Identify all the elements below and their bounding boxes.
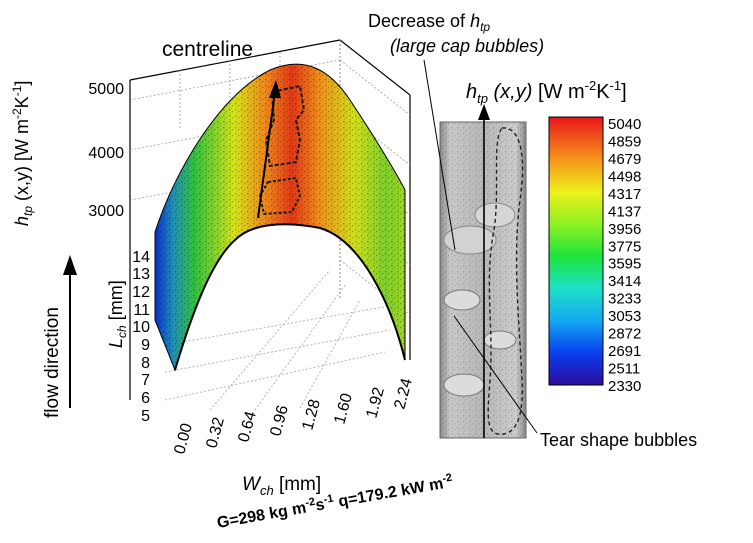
wch-tick-2: 0.64 [235,409,260,444]
z-tick-4000: 4000 [88,145,124,162]
back-wall-top-edge [129,39,341,81]
lch-tick-10: 10 [132,319,150,336]
svg-text:htp (x,y) [W m-2K-1]: htp (x,y) [W m-2K-1] [10,81,35,226]
tear-bubble-leader [453,315,538,434]
colorbar-tick-label: 3414 [608,273,641,290]
cap-bubble [443,289,481,311]
lch-tick-14: 14 [132,249,150,266]
colorbar-tick-label: 2330 [608,378,641,395]
lch-tick-12: 12 [132,284,150,301]
colorbar-tick-label: 3775 [608,238,641,255]
decrease-htp-annotation: Decrease of htp (large cap bubbles) [368,11,544,56]
lch-axis-label: Lch [mm] [106,280,129,348]
lch-tick-13: 13 [132,266,150,283]
colorbar-title: htp (x,y) [W m-2K-1] [466,78,627,106]
wch-ticks: 0.00 0.32 0.64 0.96 1.28 1.60 1.92 2.24 [171,376,416,456]
svg-text:Wch [mm]: Wch [mm] [242,474,321,498]
svg-text:htp (x,y) [W m-2K-1]: htp (x,y) [W m-2K-1] [466,78,627,106]
tear-bubble-outline [487,127,524,435]
colorbar-bar [548,116,604,386]
lch-ticks: 14 13 12 11 10 9 8 7 6 5 [132,249,150,425]
right-wall-top-edge [339,39,411,96]
colorbar-tick-label: 3956 [608,221,641,238]
colorbar-tick-label: 5040 [608,116,641,133]
surface-leading-edge [174,223,406,371]
lch-tick-11: 11 [133,302,150,319]
cap-bubble [483,330,517,350]
lch-tick-9: 9 [141,337,150,354]
cap-bubble-leader [423,59,456,251]
floor-grid [164,269,396,411]
flow-direction-label: flow direction [42,307,63,418]
colorbar-tick-label: 3233 [608,291,641,308]
wch-axis-label: Wch [mm] [242,474,321,498]
z-ticks: 5000 4000 3000 [88,81,124,220]
lch-tick-6: 6 [141,390,150,407]
annotation-leaders [423,59,538,434]
wch-tick-5: 1.60 [331,391,356,426]
svg-text:Decrease of htp: Decrease of htp [368,11,490,34]
lch-tick-7: 7 [141,372,150,389]
wch-tick-4: 1.28 [299,397,324,432]
colorbar-tick-label: 2691 [608,343,641,360]
wch-tick-7: 2.24 [391,376,416,411]
lch-tick-5: 5 [141,408,150,425]
z-tick-5000: 5000 [88,81,124,98]
wch-tick-3: 0.96 [267,403,292,438]
channel-image [439,104,527,439]
z-axis-label: htp (x,y) [W m-2K-1] [10,81,35,226]
wch-tick-0: 0.00 [171,421,196,456]
large-cap-bubbles-label: (large cap bubbles) [390,36,544,56]
lch-tick-8: 8 [141,355,150,372]
colorbar-tick-label: 2872 [608,326,641,343]
cap-bubble [443,225,497,255]
surface-texture-overlay [155,64,405,371]
centreline-label: centreline [162,38,253,61]
wch-tick-1: 0.32 [203,415,228,450]
wch-tick-6: 1.92 [363,385,388,420]
colorbar-ticks: 5040485946794498431741373956377535953414… [608,116,641,395]
tear-shape-bubbles-label: Tear shape bubbles [540,430,697,450]
colorbar-tick-label: 3053 [608,308,641,325]
colorbar-tick-label: 4498 [608,168,641,185]
colorbar-tick-label: 4137 [608,203,641,220]
svg-text:Lch [mm]: Lch [mm] [106,280,129,348]
colorbar: 5040485946794498431741373956377535953414… [548,116,641,395]
z-tick-3000: 3000 [88,203,124,220]
flow-direction-arrow [63,255,77,408]
colorbar-tick-label: 2511 [608,361,640,378]
htp-surface [154,63,406,372]
colorbar-tick-label: 4317 [608,186,641,203]
cap-bubble [443,373,485,397]
centreline-arrow [257,80,281,219]
colorbar-tick-label: 3595 [608,256,641,273]
colorbar-tick-label: 4679 [608,151,641,168]
colorbar-tick-label: 4859 [608,133,641,150]
